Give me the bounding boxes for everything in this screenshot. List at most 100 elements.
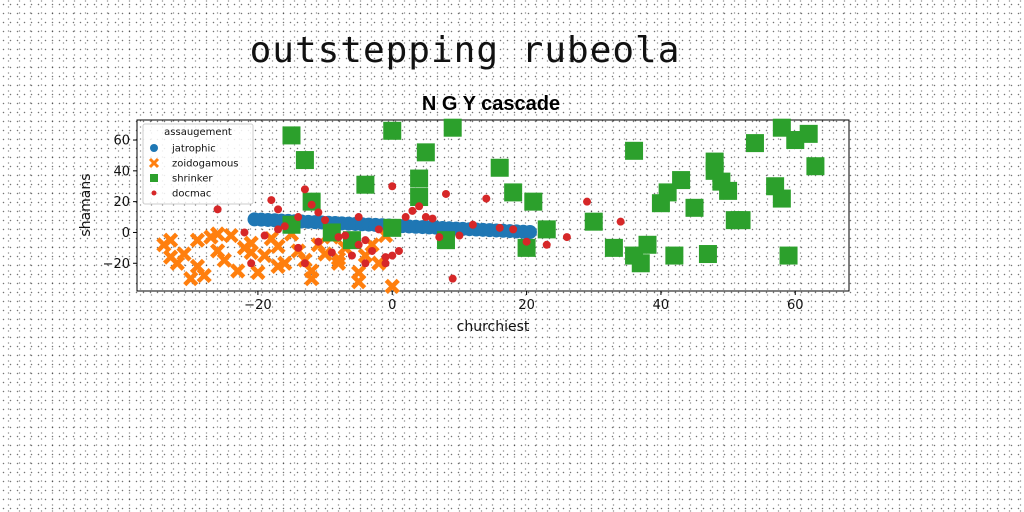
docmac-point <box>341 231 350 240</box>
shrinker-point <box>537 220 556 239</box>
shrinker-point <box>631 254 650 273</box>
shrinker-point <box>698 245 717 264</box>
shrinker-point <box>383 121 402 140</box>
y-axis-ticks: −20 0 20 40 60 <box>103 134 137 272</box>
zoidogamous-point <box>250 264 266 281</box>
zoidogamous-point <box>243 244 259 261</box>
legend-label: jatrophic <box>171 144 216 155</box>
jatrophic-point <box>522 224 537 239</box>
y-axis-label: shamans <box>78 173 94 236</box>
x-tick-label: 20 <box>518 298 535 313</box>
legend-title: assaugement <box>164 127 232 138</box>
shrinker-point <box>806 157 825 176</box>
docmac-point <box>361 259 370 268</box>
shrinker-point <box>584 212 603 231</box>
legend-label: zoidogamous <box>172 159 239 170</box>
shrinker-point <box>732 211 751 230</box>
docmac-point <box>267 196 276 205</box>
x-axis-ticks: −20 0 20 40 60 <box>244 291 804 313</box>
docmac-point <box>247 259 256 268</box>
shrinker-point <box>295 151 314 170</box>
page-title: outstepping rubeola <box>249 30 681 71</box>
docmac-point <box>307 200 316 209</box>
y-tick-label: 40 <box>113 164 130 179</box>
docmac-point <box>280 222 289 231</box>
x-tick-label: 0 <box>388 298 396 313</box>
legend-item-zoidogamous: zoidogamous <box>148 157 239 170</box>
zoidogamous-point <box>162 232 179 248</box>
data-marks <box>156 118 825 294</box>
docmac-point <box>421 213 430 222</box>
docmac-point <box>455 231 464 240</box>
shrinker-point <box>685 198 704 217</box>
zoidogamous-point <box>189 232 206 248</box>
docmac-point <box>294 243 303 252</box>
docmac-point <box>260 231 269 240</box>
docmac-point <box>388 182 397 191</box>
shrinker-point <box>383 218 402 237</box>
shrinker-point <box>772 189 791 208</box>
legend-label: shrinker <box>172 174 213 185</box>
docmac-legend-marker <box>151 190 157 196</box>
docmac-point <box>394 246 403 255</box>
docmac-point <box>408 206 417 215</box>
y-tick-label: 0 <box>122 226 130 241</box>
shrinker-point <box>625 141 644 160</box>
docmac-point <box>542 240 551 249</box>
shrinker-point <box>665 246 684 265</box>
zoidogamous-point <box>330 255 347 271</box>
docmac-point <box>354 240 363 249</box>
shrinker-point <box>356 175 375 194</box>
shrinker-point <box>745 134 764 153</box>
docmac-point <box>274 205 283 214</box>
legend-item-shrinker: shrinker <box>150 174 213 185</box>
docmac-point <box>495 223 504 232</box>
docmac-point <box>321 216 330 225</box>
docmac-point <box>374 225 383 234</box>
shrinker-point <box>282 126 301 145</box>
docmac-point <box>583 197 592 206</box>
shrinker-point <box>416 143 435 162</box>
zoidogamous-point <box>304 271 320 287</box>
zoidogamous-point <box>210 226 226 242</box>
shrinker-point <box>410 188 429 207</box>
shrinker-legend-marker <box>150 174 158 182</box>
docmac-point <box>314 237 323 246</box>
x-tick-label: 60 <box>787 298 804 313</box>
docmac-point <box>562 233 571 242</box>
shrinker-point <box>504 183 523 202</box>
jatrophic-legend-marker <box>150 144 158 152</box>
legend: assaugement jatrophic zoidogamous shrinker… <box>142 123 254 205</box>
x-tick-label: −20 <box>244 298 271 313</box>
docmac-point <box>448 274 457 283</box>
zoidogamous-point <box>277 255 293 271</box>
legend-item-docmac: docmac <box>151 189 211 200</box>
chart-title: N G Y cascade <box>422 93 560 115</box>
docmac-point <box>347 251 356 260</box>
zoidogamous-point <box>384 278 400 294</box>
docmac-point <box>381 253 390 262</box>
shrinker-point <box>410 169 429 188</box>
docmac-point <box>388 251 397 260</box>
docmac-point <box>213 205 222 214</box>
shrinker-point <box>443 118 462 137</box>
docmac-point <box>482 194 491 203</box>
docmac-point <box>327 248 336 257</box>
shrinker-point <box>719 181 738 200</box>
zoidogamous-legend-marker <box>148 157 160 169</box>
series-docmac <box>213 182 625 283</box>
docmac-point <box>435 233 444 242</box>
docmac-point <box>468 220 477 229</box>
shrinker-point <box>779 246 798 265</box>
docmac-point <box>401 213 410 222</box>
x-tick-label: 40 <box>653 298 670 313</box>
series-shrinker <box>282 118 825 273</box>
docmac-point <box>314 208 323 217</box>
x-axis-label: churchiest <box>457 319 530 335</box>
docmac-point <box>428 214 437 223</box>
shrinker-point <box>524 192 543 211</box>
series-zoidogamous <box>156 226 400 294</box>
docmac-point <box>368 246 377 255</box>
zoidogamous-point <box>351 264 367 281</box>
